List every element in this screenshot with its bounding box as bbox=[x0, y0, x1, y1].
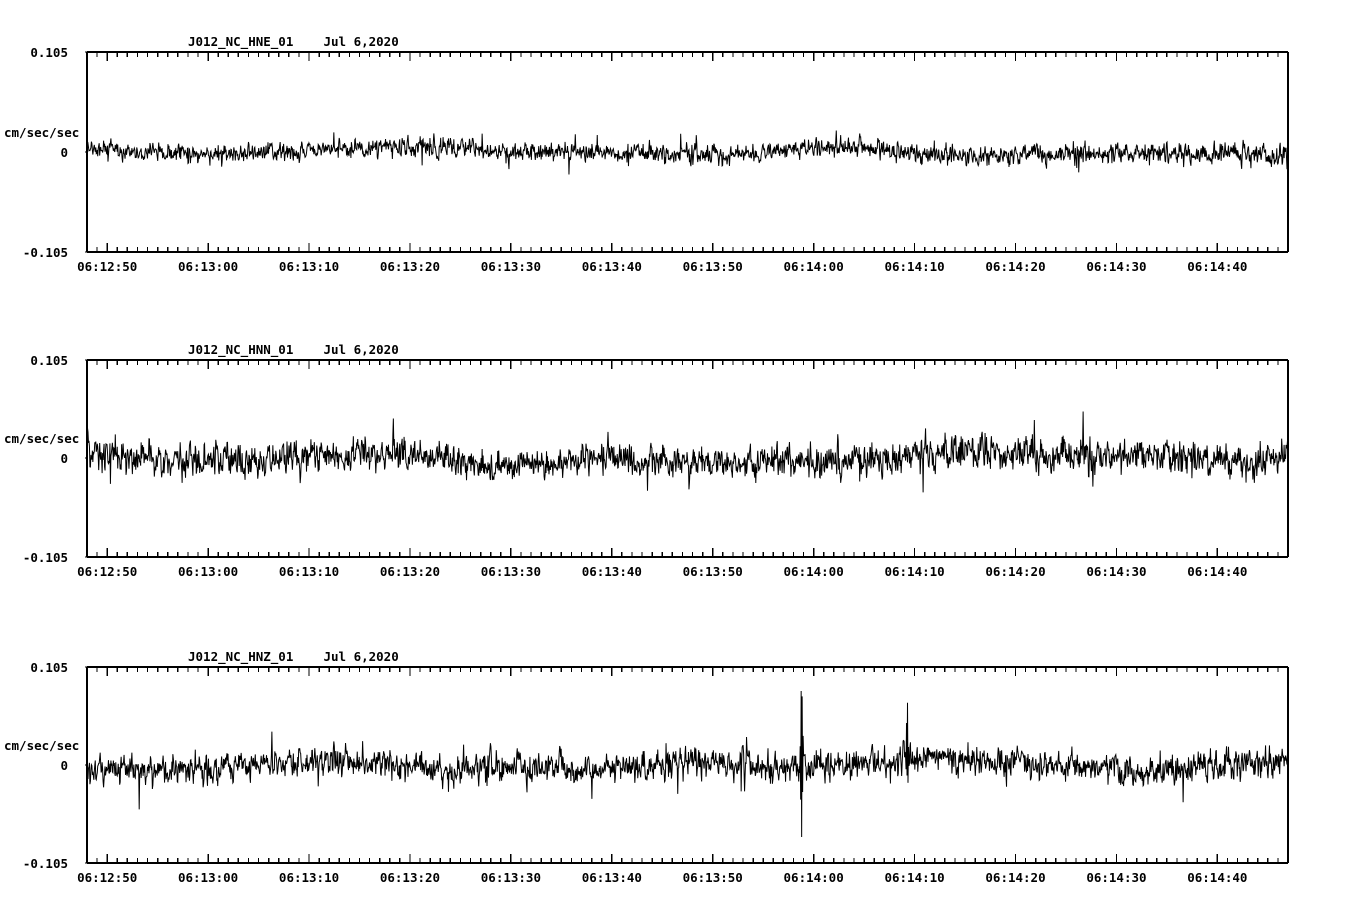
y-axis-unit-label-hnz: cm/sec/sec bbox=[4, 738, 80, 753]
waveform-trace-hne bbox=[86, 130, 1289, 175]
waveform-plot-hnz bbox=[85, 666, 1289, 864]
panel-title-hnn: J012_NC_HNN_01 Jul 6,2020 bbox=[188, 342, 399, 357]
x-tick-label: 06:14:10 bbox=[884, 870, 945, 885]
x-tick-label: 06:14:20 bbox=[985, 870, 1046, 885]
x-tick-label: 06:12:50 bbox=[77, 870, 138, 885]
x-tick-label: 06:13:40 bbox=[581, 259, 642, 274]
panel-title-hne: J012_NC_HNE_01 Jul 6,2020 bbox=[188, 34, 399, 49]
y-tick-zero-hne: 0 bbox=[60, 145, 68, 160]
x-tick-label: 06:13:50 bbox=[682, 259, 743, 274]
x-tick-label: 06:14:10 bbox=[884, 564, 945, 579]
x-tick-label: 06:14:40 bbox=[1187, 259, 1248, 274]
x-tick-label: 06:13:20 bbox=[379, 564, 441, 579]
x-tick-label: 06:14:20 bbox=[985, 564, 1046, 579]
x-tick-label: 06:13:20 bbox=[379, 259, 441, 274]
x-tick-label: 06:14:30 bbox=[1086, 259, 1147, 274]
x-tick-label: 06:14:20 bbox=[985, 259, 1046, 274]
x-tick-label: 06:13:00 bbox=[177, 870, 239, 885]
x-tick-label: 06:13:00 bbox=[177, 564, 239, 579]
x-tick-label: 06:13:40 bbox=[581, 564, 642, 579]
waveform-plot-hne bbox=[85, 51, 1289, 253]
x-tick-label: 06:14:40 bbox=[1187, 564, 1248, 579]
x-tick-label: 06:13:20 bbox=[379, 870, 441, 885]
y-tick-zero-hnn: 0 bbox=[60, 451, 68, 466]
x-tick-label: 06:14:00 bbox=[783, 564, 844, 579]
x-tick-label: 06:12:50 bbox=[77, 564, 138, 579]
y-tick-top-hnz: 0.105 bbox=[30, 660, 68, 675]
x-tick-label: 06:13:00 bbox=[177, 259, 239, 274]
x-tick-label: 06:13:40 bbox=[581, 870, 642, 885]
y-tick-bottom-hnn: -0.105 bbox=[22, 550, 68, 565]
waveform-plot-hnn bbox=[85, 359, 1289, 558]
panel-title-hnz: J012_NC_HNZ_01 Jul 6,2020 bbox=[188, 649, 399, 664]
x-tick-label: 06:13:10 bbox=[278, 259, 340, 274]
x-tick-label: 06:13:10 bbox=[278, 870, 340, 885]
y-axis-unit-label-hne: cm/sec/sec bbox=[4, 125, 80, 140]
x-tick-label: 06:13:30 bbox=[480, 259, 541, 274]
x-tick-label: 06:13:30 bbox=[480, 870, 541, 885]
x-tick-label: 06:13:10 bbox=[278, 564, 340, 579]
x-tick-label: 06:14:00 bbox=[783, 259, 844, 274]
x-tick-label: 06:14:30 bbox=[1086, 564, 1147, 579]
x-tick-label: 06:14:40 bbox=[1187, 870, 1248, 885]
x-tick-label: 06:12:50 bbox=[77, 259, 138, 274]
y-tick-top-hnn: 0.105 bbox=[30, 353, 68, 368]
y-tick-bottom-hnz: -0.105 bbox=[22, 856, 68, 871]
waveform-trace-hnn bbox=[86, 411, 1289, 493]
x-tick-label: 06:13:50 bbox=[682, 870, 743, 885]
y-tick-zero-hnz: 0 bbox=[60, 758, 68, 773]
x-tick-label: 06:14:10 bbox=[884, 259, 945, 274]
y-tick-bottom-hne: -0.105 bbox=[22, 245, 68, 260]
x-tick-label: 06:13:50 bbox=[682, 564, 743, 579]
x-tick-label: 06:14:00 bbox=[783, 870, 844, 885]
waveform-trace-hnz bbox=[86, 691, 1289, 838]
y-axis-unit-label-hnn: cm/sec/sec bbox=[4, 431, 80, 446]
y-tick-top-hne: 0.105 bbox=[30, 45, 68, 60]
x-tick-label: 06:14:30 bbox=[1086, 870, 1147, 885]
x-tick-label: 06:13:30 bbox=[480, 564, 541, 579]
